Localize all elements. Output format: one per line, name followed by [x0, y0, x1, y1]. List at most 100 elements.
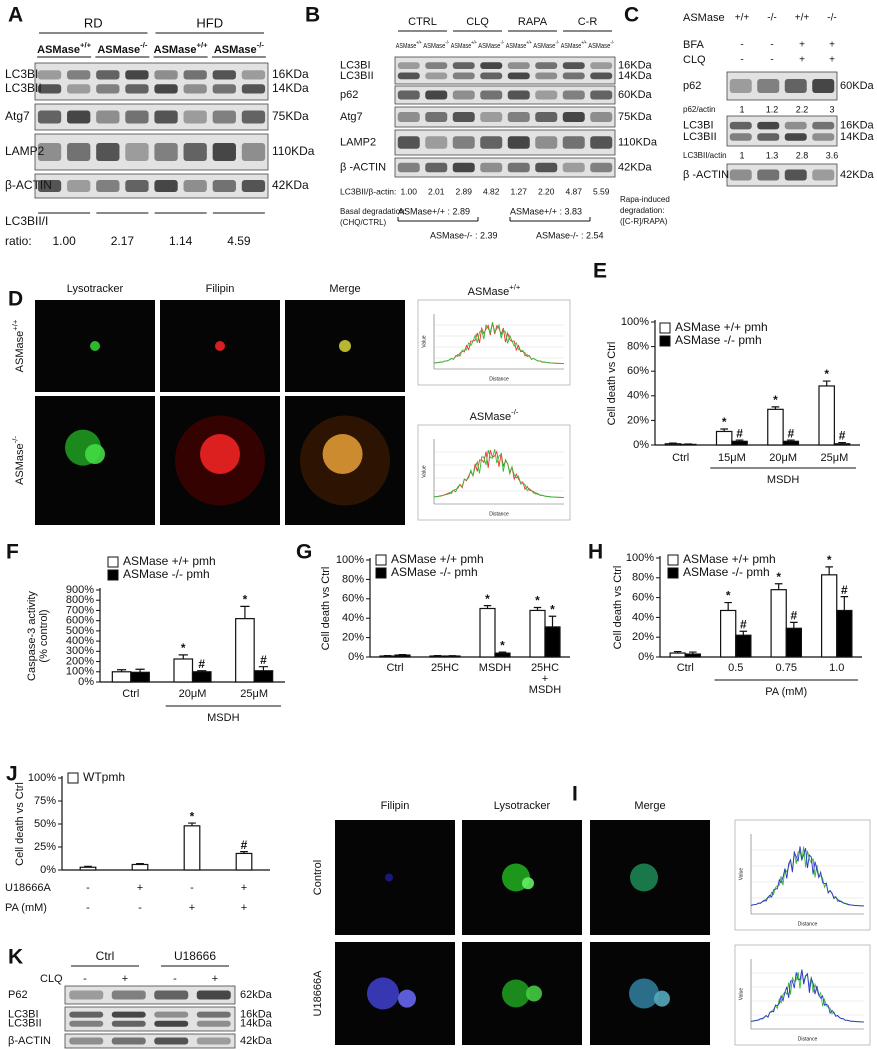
- band: [125, 110, 149, 124]
- y-tick-label: 0%: [78, 676, 94, 688]
- x-tick-label: 25μM: [821, 452, 849, 464]
- size-label: 42KDa: [272, 178, 309, 192]
- error-bar: [838, 441, 846, 444]
- error-bar: [240, 605, 250, 619]
- quant-label: LC3BII/actin: [683, 151, 727, 160]
- group-label: U18666: [174, 949, 216, 963]
- size-label: 110KDa: [618, 136, 658, 148]
- blot: [394, 106, 616, 128]
- quant-value: 1.2: [766, 104, 779, 114]
- band: [452, 162, 475, 173]
- band: [535, 62, 558, 70]
- x-tick-label: 25μM: [240, 688, 268, 700]
- x-tick-label: +: [542, 673, 548, 685]
- blot-label: β -ACTIN: [340, 161, 386, 173]
- bar: [111, 671, 132, 683]
- error-bar: [822, 380, 831, 386]
- blot-label: LC3BI: [340, 60, 371, 72]
- group-label: PA (mM): [765, 686, 807, 698]
- significance-marker: #: [790, 609, 797, 623]
- band: [757, 169, 780, 181]
- blot-label: β -ACTIN: [683, 169, 729, 181]
- genotype-label: ASMase+/+: [506, 40, 532, 50]
- significance-marker: #: [241, 838, 248, 852]
- y-tick-label: 100%: [336, 554, 364, 566]
- profile-line: [433, 449, 564, 498]
- genotype-name: ASMase: [451, 41, 472, 50]
- group-label: CTRL: [408, 16, 437, 28]
- band: [562, 112, 585, 122]
- column-label: Merge: [634, 800, 665, 812]
- significance-marker: *: [773, 393, 778, 407]
- genotype-label: ASMase-/-: [533, 40, 559, 50]
- y-tick-label: 50%: [34, 818, 56, 830]
- band: [154, 1011, 189, 1018]
- band: [812, 169, 835, 181]
- blot-label: LC3BI: [8, 1009, 39, 1021]
- genotype-name: ASMase: [478, 41, 500, 50]
- y-tick-label: 75%: [34, 795, 56, 807]
- ratio-value: 4.59: [227, 234, 251, 248]
- band: [784, 121, 807, 130]
- band: [590, 62, 613, 70]
- axis-label: Distance: [489, 376, 509, 382]
- band: [480, 72, 503, 80]
- blot-label: p62: [340, 89, 358, 101]
- condition-value: -: [138, 902, 142, 914]
- column-label: Lysotracker: [494, 800, 551, 812]
- significance-marker: #: [841, 583, 848, 597]
- y-tick-label: 100%: [621, 316, 649, 328]
- band: [69, 1037, 104, 1045]
- genotype-name: ASMase: [533, 41, 555, 50]
- column-label: Lysotracker: [67, 283, 124, 295]
- panel-letter: E: [593, 260, 607, 283]
- legend-label: ASMase +/+ pmh: [123, 554, 216, 568]
- genotype-label: ASMase-/-: [478, 40, 504, 50]
- band: [812, 79, 835, 93]
- y-axis-label: Cell death vs Ctrl: [320, 567, 332, 651]
- size-label: 60KDa: [618, 89, 653, 101]
- blot-label: LC3BI: [683, 120, 714, 132]
- quant-value: 2.8: [796, 150, 809, 160]
- bar: [130, 671, 150, 683]
- blot: [64, 1033, 236, 1049]
- x-tick-label: Ctrl: [386, 662, 403, 674]
- y-tick-label: 700%: [66, 604, 94, 616]
- stain: [502, 979, 530, 1008]
- genotype-sup: +/+: [509, 283, 521, 292]
- significance-marker: *: [181, 641, 186, 655]
- axis-label: Distance: [489, 511, 509, 517]
- panel-letter: B: [305, 4, 320, 27]
- band: [125, 143, 149, 161]
- panel-letter: G: [296, 541, 312, 564]
- stain: [398, 989, 416, 1008]
- genotype-sup: -/-: [257, 41, 265, 50]
- band: [757, 79, 780, 93]
- stain: [85, 444, 105, 465]
- significance-marker: *: [243, 593, 248, 607]
- y-tick-label: 20%: [627, 414, 649, 426]
- significance-marker: *: [485, 592, 490, 606]
- blot-label: LC3BII: [340, 70, 374, 82]
- quant-label: p62/actin: [683, 105, 715, 114]
- band: [425, 90, 448, 100]
- axis-label: Value: [738, 988, 744, 1001]
- y-tick-label: 25%: [34, 841, 56, 853]
- band: [241, 180, 266, 192]
- y-tick-label: 40%: [342, 612, 364, 624]
- panel-letter: I: [572, 783, 578, 806]
- panel-letter: K: [8, 946, 23, 969]
- band: [425, 62, 448, 70]
- error-bar: [669, 442, 677, 444]
- bar: [818, 385, 835, 446]
- significance-marker: #: [787, 426, 794, 440]
- band: [535, 90, 558, 100]
- blot-label: LAMP2: [5, 144, 45, 158]
- band: [452, 72, 475, 80]
- error-bar: [825, 566, 833, 575]
- legend-swatch: [659, 335, 671, 347]
- band: [397, 62, 420, 70]
- band: [241, 143, 266, 161]
- significance-marker: *: [776, 570, 781, 584]
- band: [590, 72, 613, 80]
